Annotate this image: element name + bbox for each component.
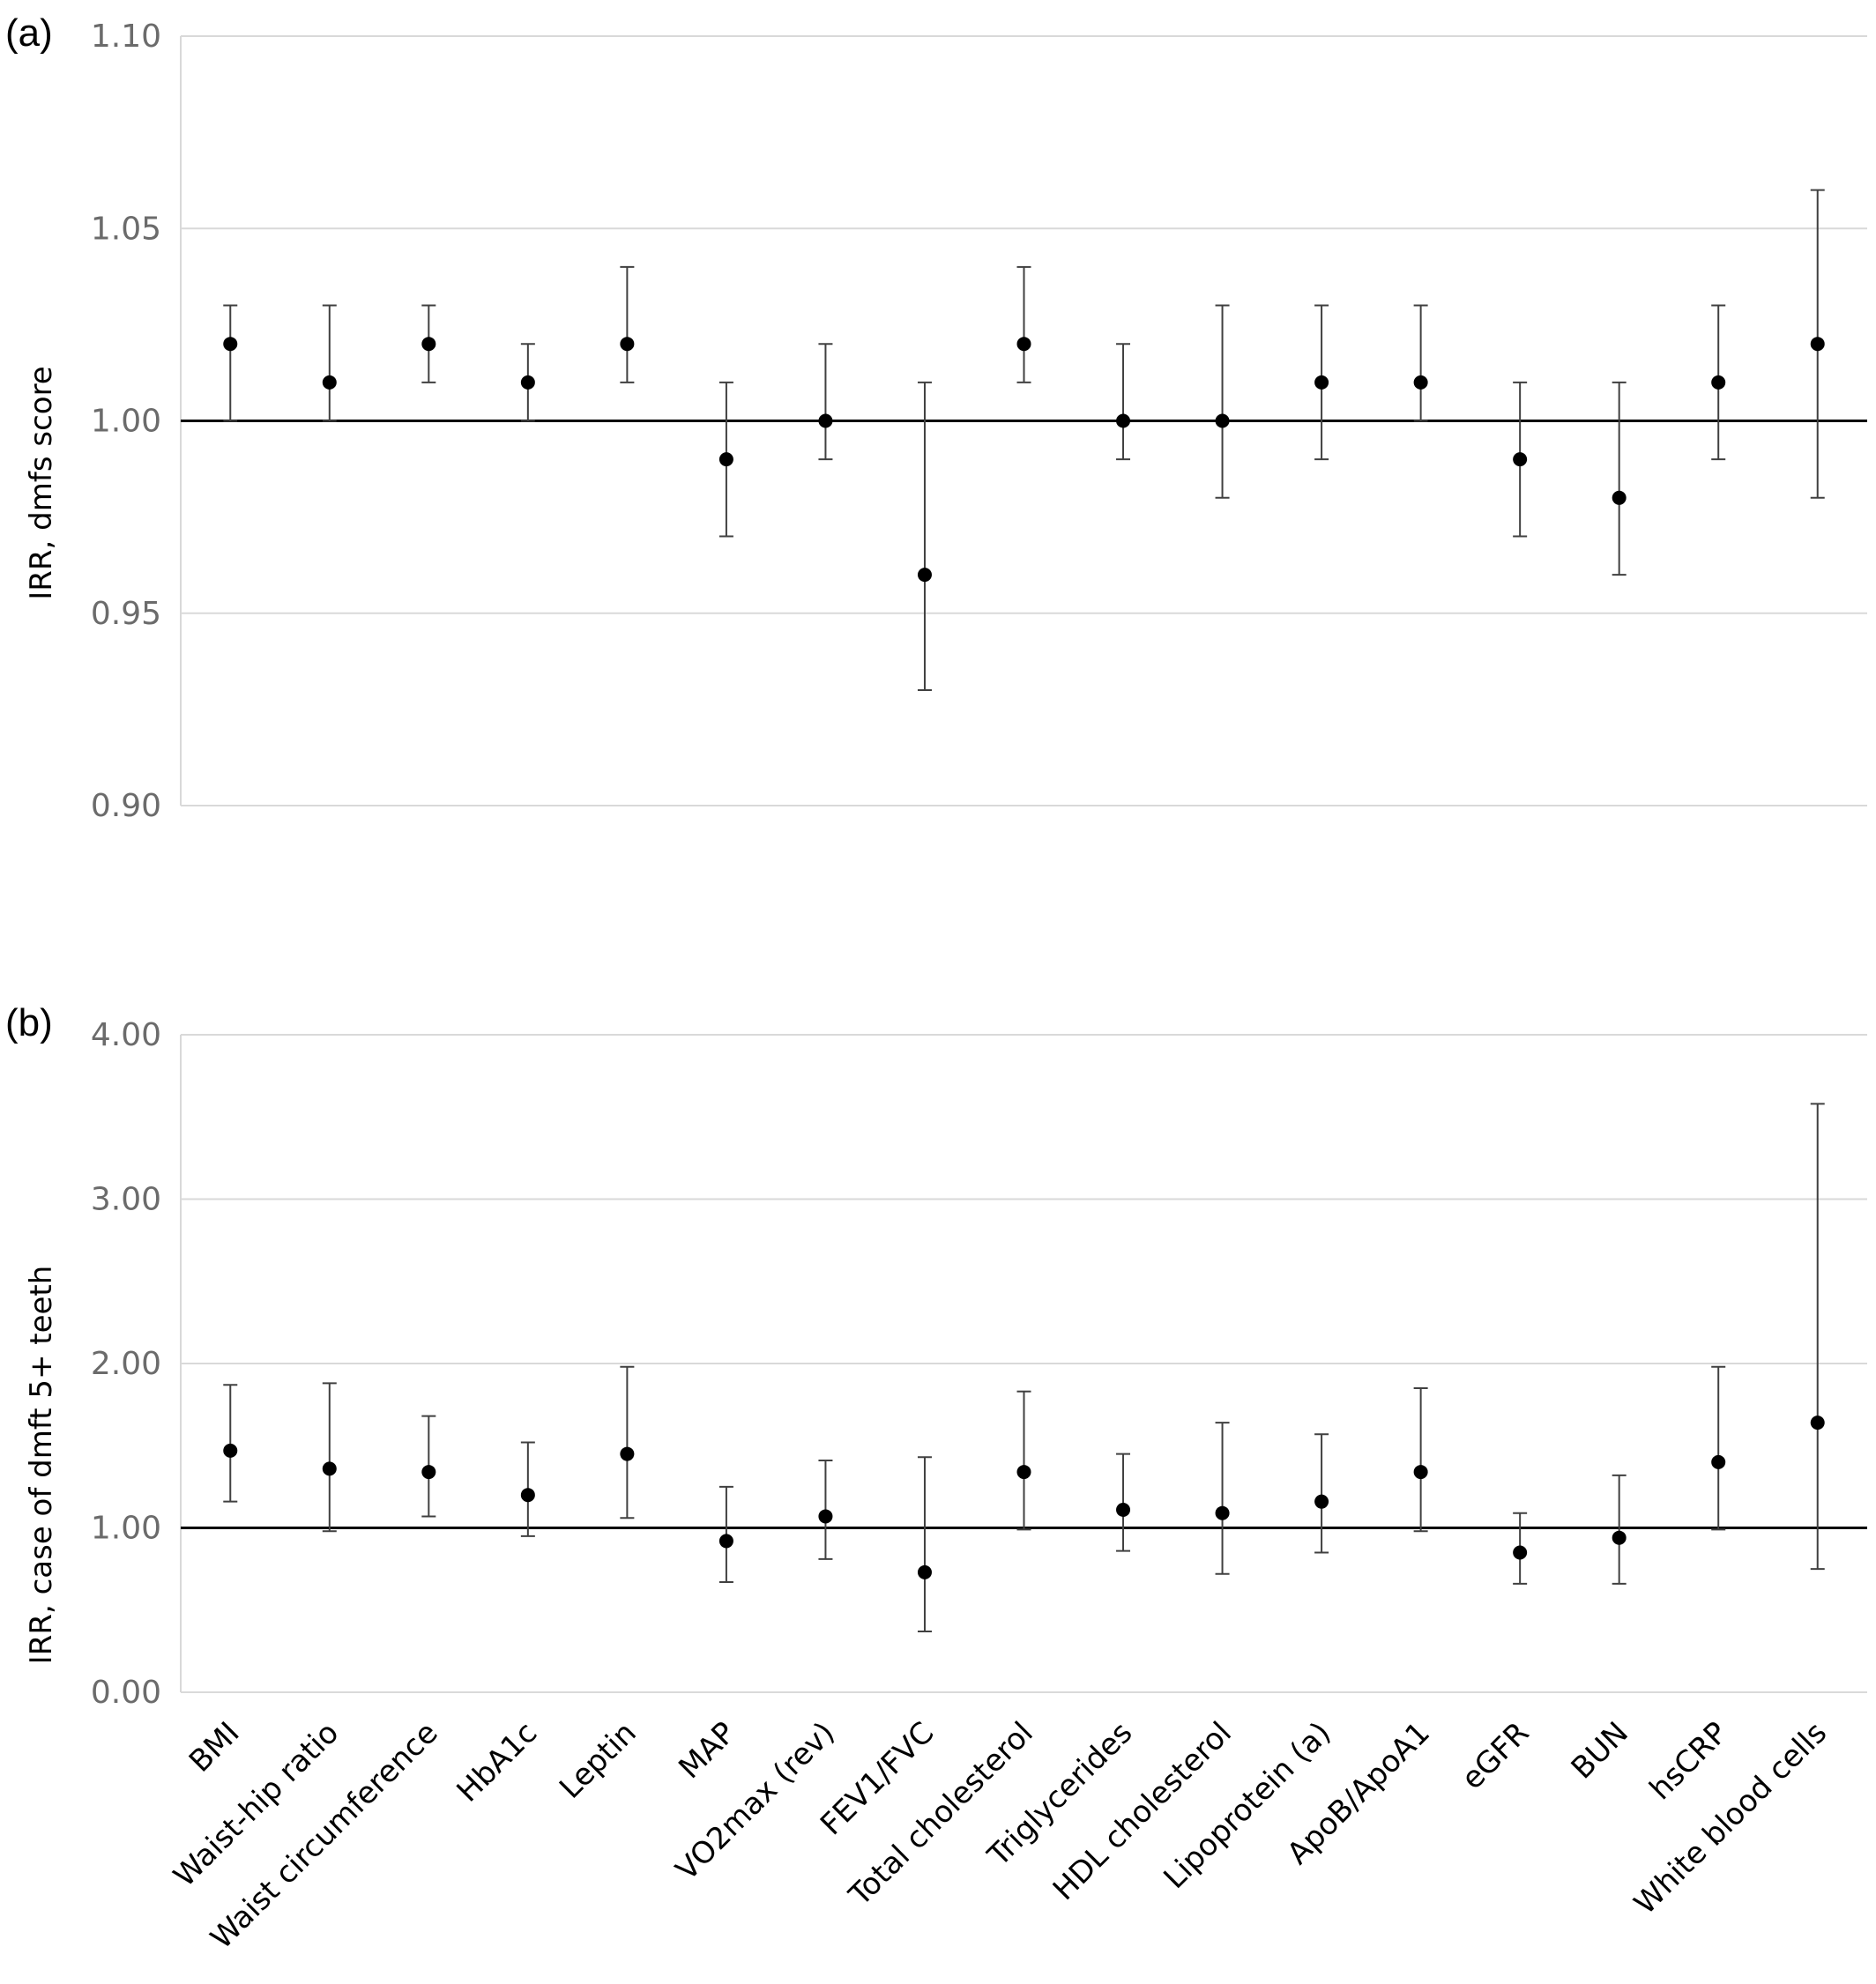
panel-a-estimate-13 — [1513, 381, 1528, 538]
panel-b-estimate-3 — [520, 1441, 535, 1537]
panel-a-estimate-12 — [1413, 304, 1428, 422]
panel-b-estimate-7 — [917, 1456, 932, 1632]
point-estimate — [1513, 1545, 1528, 1560]
panel-b: (b) IRR, case of dmft 5+ teeth 0.00 1.00 2… — [5, 1001, 1867, 1711]
panel-a-y-tick-label: 0.95 — [91, 596, 161, 632]
panel-a: (a) IRR, dmfs score 0.90 0.95 1.00 1.05 1.10 — [5, 11, 1867, 824]
panel-b-estimate-2 — [421, 1415, 436, 1518]
point-estimate — [818, 413, 833, 428]
panel-a-estimate-1 — [322, 304, 337, 422]
x-category-label-10: HDL cholesterol — [1046, 1715, 1239, 1907]
x-category-label-14: BUN — [1565, 1715, 1635, 1786]
panel-a-estimate-15 — [1711, 304, 1726, 461]
x-category-label-15: hsCRP — [1643, 1715, 1735, 1807]
point-estimate — [1016, 337, 1031, 352]
point-estimate — [1016, 1465, 1031, 1480]
panel-b-estimate-15 — [1711, 1365, 1726, 1531]
point-estimate — [1711, 375, 1726, 390]
panel-a-y-tick-label: 0.90 — [91, 788, 161, 824]
point-estimate — [1314, 1494, 1329, 1509]
panel-b-estimate-10 — [1215, 1422, 1230, 1575]
point-estimate — [520, 1488, 535, 1503]
point-estimate — [917, 568, 932, 583]
point-estimate — [1314, 375, 1329, 390]
point-estimate — [718, 452, 733, 467]
panel-b-y-tick-label: 1.00 — [91, 1511, 161, 1547]
panel-b-estimate-4 — [620, 1365, 635, 1520]
x-category-label-11: Lipoprotein (a) — [1158, 1715, 1338, 1896]
panel-a-estimate-5 — [718, 381, 733, 538]
panel-b-estimate-0 — [223, 1384, 238, 1503]
panel-b-estimate-16 — [1810, 1103, 1825, 1571]
panel-a-estimate-3 — [520, 343, 535, 422]
x-category-label-5: MAP — [672, 1715, 742, 1786]
x-category-label-16: White blood cells — [1627, 1715, 1834, 1921]
point-estimate — [620, 1446, 635, 1461]
panel-a-estimate-14 — [1612, 381, 1627, 576]
panel-a-estimate-2 — [421, 304, 436, 383]
panel-b-estimate-1 — [322, 1382, 337, 1533]
point-estimate — [917, 1564, 932, 1579]
panel-a-estimate-4 — [620, 265, 635, 383]
point-estimate — [1612, 490, 1627, 505]
point-estimate — [322, 375, 337, 390]
panel-b-estimate-8 — [1016, 1390, 1031, 1531]
point-estimate — [421, 337, 436, 352]
point-estimate — [421, 1465, 436, 1480]
panel-b-estimate-9 — [1116, 1453, 1131, 1552]
panel-b-y-tick-label: 3.00 — [91, 1182, 161, 1218]
panel-a-estimate-8 — [1016, 265, 1031, 383]
point-estimate — [1413, 1465, 1428, 1480]
point-estimate — [1810, 337, 1825, 352]
panel-b-label: (b) — [5, 1001, 53, 1044]
point-estimate — [818, 1509, 833, 1524]
point-estimate — [223, 337, 238, 352]
point-estimate — [1513, 452, 1528, 467]
panel-b-estimate-6 — [818, 1460, 833, 1560]
panel-a-label: (a) — [5, 11, 53, 55]
x-category-label-13: eGFR — [1455, 1715, 1536, 1796]
x-category-label-0: BMI — [182, 1715, 247, 1780]
point-estimate — [1810, 1416, 1825, 1430]
x-category-label-3: HbA1c — [450, 1715, 545, 1809]
panel-a-y-tick-label: 1.00 — [91, 404, 161, 440]
point-estimate — [322, 1461, 337, 1476]
point-estimate — [620, 337, 635, 352]
panel-b-estimate-12 — [1413, 1386, 1428, 1533]
panel-b-estimate-14 — [1612, 1474, 1627, 1585]
point-estimate — [1215, 413, 1230, 428]
point-estimate — [1116, 413, 1131, 428]
point-estimate — [718, 1534, 733, 1549]
panel-a-estimate-16 — [1810, 189, 1825, 499]
panel-a-estimate-9 — [1116, 343, 1131, 461]
panel-b-estimate-5 — [718, 1485, 733, 1584]
panel-a-y-axis-label: IRR, dmfs score — [24, 366, 59, 599]
panel-a-estimate-6 — [818, 343, 833, 461]
point-estimate — [1116, 1502, 1131, 1517]
panel-a-estimate-11 — [1314, 304, 1329, 461]
panel-b-estimate-11 — [1314, 1433, 1329, 1554]
point-estimate — [520, 375, 535, 390]
point-estimate — [1612, 1530, 1627, 1545]
x-category-label-4: Leptin — [553, 1715, 644, 1806]
panel-b-y-tick-label: 4.00 — [91, 1017, 161, 1053]
panel-b-y-axis-label: IRR, case of dmft 5+ teeth — [24, 1266, 59, 1665]
panel-b-y-tick-label: 2.00 — [91, 1346, 161, 1382]
panel-a-y-tick-label: 1.10 — [91, 19, 161, 55]
panel-b-y-tick-label: 0.00 — [91, 1675, 161, 1711]
panel-b-estimate-13 — [1513, 1512, 1528, 1585]
point-estimate — [223, 1443, 238, 1458]
panel-a-y-tick-label: 1.05 — [91, 211, 161, 247]
point-estimate — [1711, 1454, 1726, 1469]
x-category-label-8: Total cholesterol — [842, 1715, 1040, 1913]
point-estimate — [1215, 1505, 1230, 1520]
point-estimate — [1413, 375, 1428, 390]
panel-a-estimate-10 — [1215, 304, 1230, 499]
panel-a-estimate-0 — [223, 304, 238, 422]
panel-a-estimate-7 — [917, 381, 932, 692]
